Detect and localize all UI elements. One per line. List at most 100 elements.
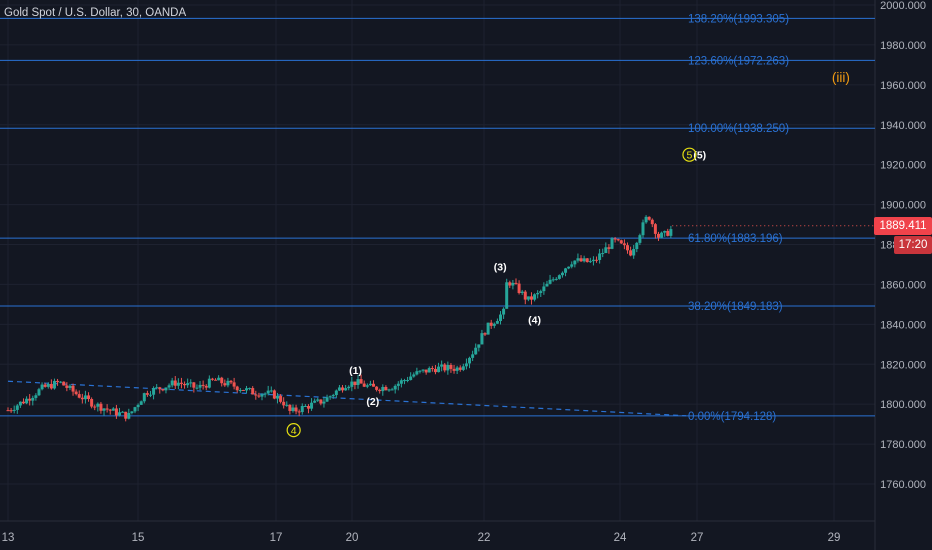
fib-level-label: 61.80%(1883.196) xyxy=(688,233,783,245)
candle xyxy=(570,261,574,269)
candle xyxy=(176,378,180,390)
candle xyxy=(80,393,84,404)
last-price-badge: 1889.411 xyxy=(874,217,932,235)
candles xyxy=(6,215,673,422)
candle xyxy=(93,404,97,411)
candle xyxy=(158,386,162,394)
candle xyxy=(368,380,372,386)
candle xyxy=(613,237,617,243)
candle xyxy=(288,404,292,415)
candle xyxy=(313,398,317,404)
candle xyxy=(375,386,379,392)
candle xyxy=(257,392,261,398)
candle xyxy=(232,377,236,390)
candle xyxy=(557,274,561,280)
candle xyxy=(607,244,611,254)
candle xyxy=(585,257,589,263)
y-tick-label: 1800.000 xyxy=(880,399,926,411)
candle xyxy=(449,363,453,373)
candle xyxy=(347,385,351,391)
candle xyxy=(201,380,205,390)
candle xyxy=(446,361,450,375)
candle xyxy=(433,365,437,375)
candle xyxy=(43,382,47,388)
candle xyxy=(207,375,211,389)
x-tick-label: 20 xyxy=(346,532,359,544)
candle xyxy=(266,385,270,396)
x-tick-label: 13 xyxy=(2,532,15,544)
candle xyxy=(195,384,199,390)
candle xyxy=(124,411,128,422)
y-tick-label: 1760.000 xyxy=(880,479,926,491)
y-tick-label: 1960.000 xyxy=(880,80,926,92)
candle xyxy=(344,385,348,391)
candle xyxy=(56,378,60,386)
candle xyxy=(285,401,289,407)
wave-label-circled: 4 xyxy=(291,425,297,437)
candle xyxy=(111,407,115,411)
candle xyxy=(437,362,441,373)
candle xyxy=(300,403,304,415)
candle xyxy=(520,289,524,295)
candle xyxy=(68,384,72,391)
candle xyxy=(598,248,602,264)
candle xyxy=(644,215,648,224)
candle xyxy=(372,380,376,387)
candle xyxy=(626,242,629,254)
candle xyxy=(263,392,267,398)
candle xyxy=(641,219,645,238)
candle xyxy=(102,408,106,416)
candle xyxy=(12,405,16,414)
candle xyxy=(365,383,369,389)
candle xyxy=(167,383,171,391)
candle xyxy=(303,404,307,408)
wave-label: (4) xyxy=(528,314,541,326)
candle xyxy=(118,407,122,417)
candle xyxy=(306,404,310,414)
candle xyxy=(71,383,75,396)
candle xyxy=(337,384,341,392)
candle xyxy=(505,278,509,309)
candle xyxy=(458,365,462,372)
candle xyxy=(139,400,143,405)
candle xyxy=(480,329,484,345)
candle xyxy=(28,394,32,406)
candle xyxy=(533,293,537,302)
x-tick-label: 17 xyxy=(270,532,283,544)
candle xyxy=(591,256,595,266)
candle xyxy=(328,395,332,400)
wave-label: (2) xyxy=(366,396,379,408)
candle xyxy=(610,237,614,250)
candle xyxy=(238,387,242,393)
candle xyxy=(46,382,50,389)
y-tick-label: 1840.000 xyxy=(880,319,926,331)
candle xyxy=(554,277,558,281)
candle xyxy=(653,223,657,239)
candle xyxy=(461,363,465,372)
candle xyxy=(638,233,642,246)
candle xyxy=(145,390,149,397)
candle xyxy=(632,244,636,259)
wave-circle-marker xyxy=(682,147,697,162)
candle xyxy=(502,307,506,319)
candle xyxy=(142,392,146,404)
candle xyxy=(37,387,41,397)
wave-label: (3) xyxy=(494,261,507,273)
candle xyxy=(415,367,419,376)
candle xyxy=(381,384,385,396)
candle xyxy=(579,255,583,263)
chart-title: Gold Spot / U.S. Dollar, 30, OANDA xyxy=(4,7,187,19)
candle xyxy=(412,372,416,378)
y-tick-label: 1860.000 xyxy=(880,279,926,291)
candle xyxy=(198,381,202,391)
candle xyxy=(204,384,208,390)
candle xyxy=(666,228,670,237)
candle xyxy=(576,253,580,263)
candle xyxy=(322,396,326,408)
candle xyxy=(582,255,586,263)
x-tick-label: 24 xyxy=(614,532,627,544)
candle xyxy=(539,289,543,298)
candle xyxy=(529,292,533,305)
candle xyxy=(551,277,555,282)
